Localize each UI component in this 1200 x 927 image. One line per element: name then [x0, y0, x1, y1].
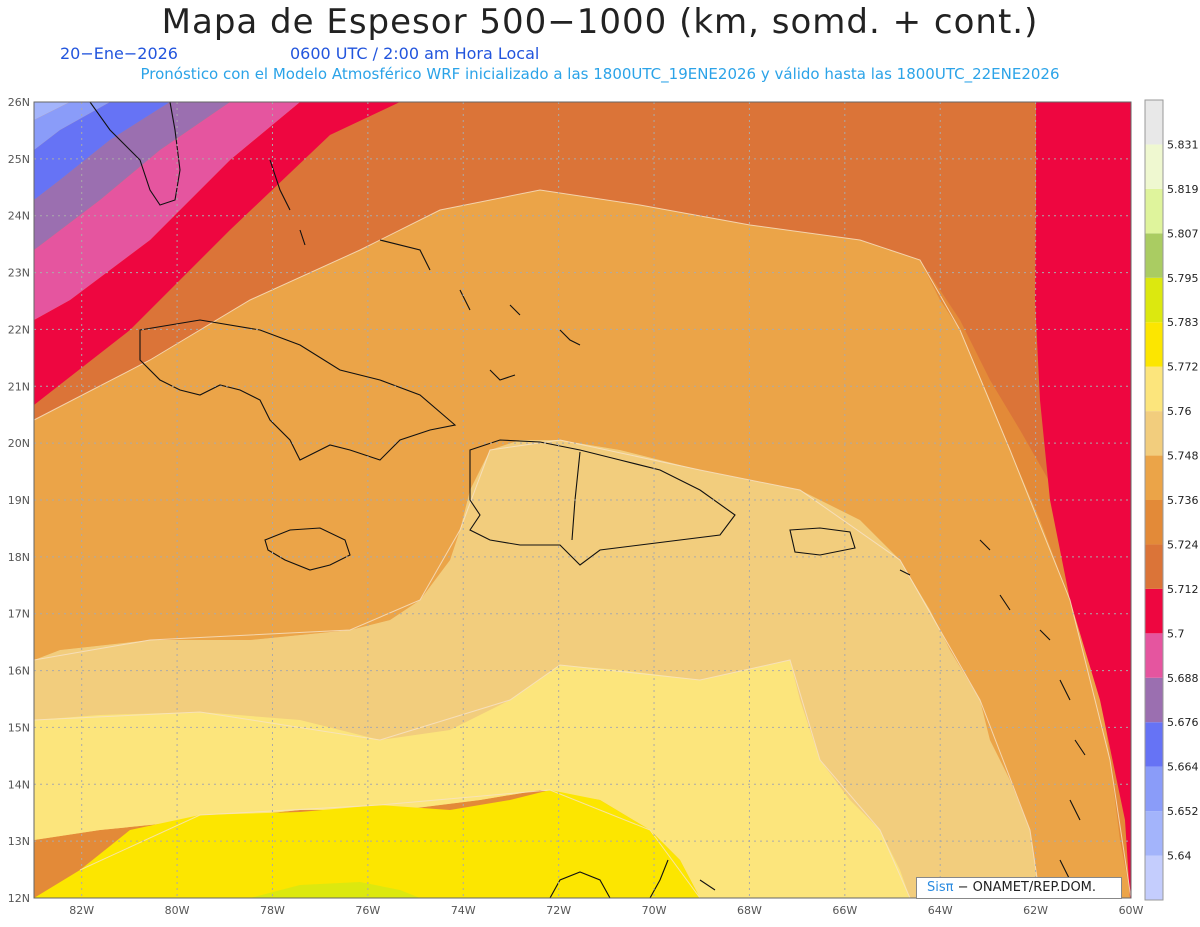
colorbar-swatch	[1145, 455, 1163, 500]
colorbar-level-label: 5.64	[1167, 850, 1192, 863]
jamaica-coastline	[264, 527, 351, 571]
credit-box: Sisπ − ONAMET/REP.DOM.	[916, 877, 1122, 899]
colorbar-swatch	[1145, 588, 1163, 634]
colorbar-level-label: 5.783	[1167, 316, 1199, 329]
map-title: Mapa de Espesor 500−1000 (km, somd. + co…	[161, 2, 1039, 42]
colorbar-swatch	[1145, 544, 1163, 589]
colorbar-level-label: 5.807	[1167, 227, 1199, 240]
lat-tick-label: 21N	[8, 380, 30, 393]
colorbar-level-label: 5.831	[1167, 138, 1199, 151]
colorbar-level-label: 5.688	[1167, 672, 1199, 685]
colorbar-swatch	[1145, 766, 1163, 812]
lon-tick-label: 82W	[69, 904, 94, 917]
lon-tick-label: 64W	[928, 904, 953, 917]
cuba-coastline	[139, 319, 457, 461]
colorbar-swatch	[1145, 188, 1163, 234]
lon-tick-label: 62W	[1023, 904, 1048, 917]
lat-tick-label: 17N	[8, 608, 30, 621]
lat-tick-label: 18N	[8, 551, 30, 564]
thickness-band-5-676	[34, 102, 170, 200]
colorbar-swatch	[1145, 233, 1163, 278]
colorbar-swatch	[1145, 633, 1163, 678]
hispaniola-coastline	[469, 439, 736, 566]
colorbar-swatch	[1145, 677, 1163, 723]
colorbar-swatch	[1145, 411, 1163, 456]
colorbar-swatch	[1145, 144, 1163, 189]
thickness-band-5-783	[250, 882, 420, 898]
credit-org: − ONAMET/REP.DOM.	[957, 880, 1097, 895]
lat-tick-label: 20N	[8, 437, 30, 450]
colorbar-swatch	[1145, 100, 1163, 145]
colorbar-level-label: 5.748	[1167, 450, 1199, 463]
colorbar-swatch	[1145, 322, 1163, 367]
thickness-band-5-652	[34, 102, 70, 120]
lat-tick-label: 16N	[8, 665, 30, 678]
lat-tick-label: 22N	[8, 323, 30, 336]
lat-tick-label: 13N	[8, 835, 30, 848]
credit-brand: Sisπ	[927, 880, 954, 895]
colorbar-frame	[1144, 99, 1164, 901]
lon-tick-label: 80W	[165, 904, 190, 917]
lat-tick-label: 23N	[8, 267, 30, 280]
colorbar-level-label: 5.819	[1167, 183, 1199, 196]
thickness-band-5-736	[34, 190, 1131, 898]
lon-tick-label: 78W	[260, 904, 285, 917]
colorbar-level-label: 5.7	[1167, 627, 1185, 640]
colorbar-level-label: 5.652	[1167, 805, 1199, 818]
colorbar-swatch	[1145, 811, 1163, 856]
bahamas-islands	[269, 159, 581, 381]
colorbar-level-label: 5.724	[1167, 538, 1199, 551]
venezuela-coastline	[549, 859, 716, 898]
forecast-time: 0600 UTC / 2:00 am Hora Local	[290, 44, 540, 63]
lon-tick-label: 70W	[642, 904, 667, 917]
thickness-band-5-688	[34, 102, 230, 250]
lat-tick-label: 26N	[8, 96, 30, 109]
lat-tick-label: 12N	[8, 892, 30, 905]
lon-tick-label: 76W	[355, 904, 380, 917]
colorbar-level-label: 5.795	[1167, 272, 1199, 285]
latitude-axis: 12N 13N 14N 15N 16N 17N 18N 19N 20N 21N 22N 23N 24N 2…	[8, 96, 30, 905]
colorbar: 5.64 5.652 5.664 5.676 5.688 5.7 5.712 5.724 5.7…	[1144, 99, 1199, 901]
lon-tick-label: 68W	[737, 904, 762, 917]
lat-tick-label: 14N	[8, 778, 30, 791]
lat-tick-label: 15N	[8, 721, 30, 734]
puerto-rico-coastline	[789, 527, 856, 556]
thickness-band-5-712-east	[1035, 102, 1131, 898]
lat-tick-label: 25N	[8, 153, 30, 166]
contour-fills	[34, 102, 1131, 898]
coastlines	[89, 102, 1086, 898]
colorbar-level-label: 5.736	[1167, 494, 1199, 507]
colorbar-level-label: 5.676	[1167, 716, 1199, 729]
thickness-band-5-724-outer	[34, 102, 1131, 898]
lat-tick-label: 24N	[8, 210, 30, 223]
lesser-antilles	[899, 539, 1086, 881]
thickness-band-5-760	[34, 660, 910, 898]
colorbar-level-label: 5.772	[1167, 361, 1199, 374]
lon-tick-label: 74W	[451, 904, 476, 917]
colorbar-level-label: 5.664	[1167, 761, 1199, 774]
colorbar-swatch	[1145, 277, 1163, 323]
florida-coastline	[89, 102, 181, 206]
colorbar-swatch	[1145, 855, 1163, 900]
thickness-band-5-700	[34, 102, 300, 320]
colorbar-swatch	[1145, 366, 1163, 412]
colorbar-swatch	[1145, 500, 1163, 545]
longitude-axis: 82W 80W 78W 76W 74W 72W 70W 68W 66W 64W 62W 60W	[69, 904, 1143, 917]
colorbar-swatch	[1145, 722, 1163, 767]
lon-tick-label: 60W	[1119, 904, 1144, 917]
colorbar-level-label: 5.76	[1167, 405, 1192, 418]
model-subtitle: Pronóstico con el Modelo Atmosférico WRF…	[140, 65, 1060, 83]
lon-tick-label: 66W	[832, 904, 857, 917]
plot-frame	[33, 101, 1132, 899]
forecast-date: 20−Ene−2026	[60, 44, 178, 63]
graticule	[34, 102, 1131, 898]
thickness-band-5-772	[34, 790, 700, 898]
thickness-band-5-664	[34, 102, 110, 150]
colorbar-level-label: 5.712	[1167, 583, 1199, 596]
lon-tick-label: 72W	[546, 904, 571, 917]
lat-tick-label: 19N	[8, 494, 30, 507]
